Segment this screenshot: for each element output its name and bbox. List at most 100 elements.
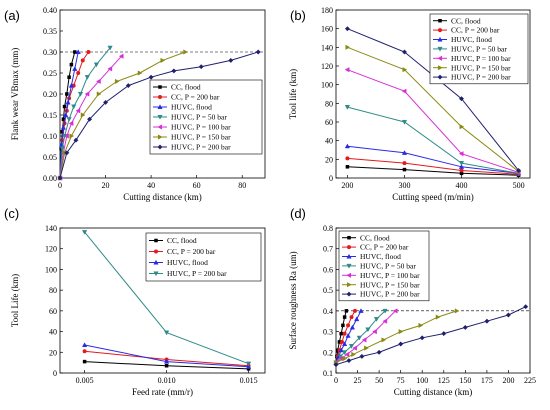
data-point xyxy=(80,58,85,63)
x-axis-title: Cutting distance (km) xyxy=(123,192,202,202)
x-tick-label: 0 xyxy=(334,376,338,385)
legend-box xyxy=(145,232,262,282)
data-point xyxy=(462,324,468,330)
data-point xyxy=(75,49,81,55)
data-point xyxy=(345,44,351,50)
data-point xyxy=(68,82,75,88)
series-line xyxy=(347,157,519,175)
data-point xyxy=(344,351,350,358)
legend-label: HUVC, P = 200 bar xyxy=(360,290,420,299)
legend-marker xyxy=(437,74,443,80)
data-point xyxy=(107,45,113,51)
panel-b: (b) 200 300 400 500 0 20 40 60 80 100 120 140 160 180 C… xyxy=(288,6,531,202)
y-tick-label: 0.7 xyxy=(323,245,333,254)
legend-marker xyxy=(346,253,352,259)
data-point xyxy=(82,359,87,364)
data-point xyxy=(373,317,380,322)
data-point xyxy=(454,308,460,314)
data-point xyxy=(402,167,407,172)
data-point xyxy=(484,318,490,324)
y-axis-title: Surface roughness Ra (um) xyxy=(288,251,298,349)
y-tick-label: 0 xyxy=(329,174,333,183)
data-point xyxy=(68,120,74,127)
y-axis-title: Tool Life (km) xyxy=(10,274,20,327)
data-point xyxy=(81,230,88,235)
data-point xyxy=(401,49,408,55)
panel-label: (d) xyxy=(290,206,306,221)
legend-label: CC, P = 200 bar xyxy=(167,247,216,256)
y-tick-label: 120 xyxy=(45,245,57,254)
legend-marker xyxy=(157,114,163,120)
y-tick-label: 0.8 xyxy=(323,224,333,233)
data-point xyxy=(63,112,69,118)
data-point xyxy=(344,105,351,110)
legend-marker xyxy=(157,134,163,140)
data-point xyxy=(72,66,78,71)
legend-label: HUVC, P = 100 bar xyxy=(451,54,511,63)
panel-label: (c) xyxy=(4,206,19,221)
y-tick-label: 0.3 xyxy=(323,328,333,337)
data-point xyxy=(361,337,367,343)
data-point xyxy=(341,350,348,356)
y-tick-label: 140 xyxy=(45,224,57,233)
y-tick-label: 0.00 xyxy=(43,174,57,183)
legend-label: HUVC, P = 150 bar xyxy=(451,63,511,72)
data-point xyxy=(364,345,369,351)
legend-marker xyxy=(437,65,443,71)
data-point xyxy=(107,66,113,72)
x-tick-label: 400 xyxy=(456,181,468,190)
legend-label: HUVC, P = 200 bar xyxy=(171,143,231,152)
legend-label: CC, flood xyxy=(167,236,197,245)
x-tick-label: 20 xyxy=(102,181,110,190)
data-point xyxy=(359,353,365,359)
y-tick-label: 0.6 xyxy=(323,265,333,274)
legend-label: HUVC, P = 200 bar xyxy=(167,269,227,278)
y-tick-label: 100 xyxy=(321,81,333,90)
legend-marker xyxy=(157,124,163,130)
data-point xyxy=(341,323,345,328)
data-point xyxy=(255,49,261,55)
data-point xyxy=(75,108,81,114)
data-point xyxy=(441,331,447,337)
legend-marker xyxy=(347,235,351,240)
series-line xyxy=(59,51,79,179)
data-point xyxy=(228,57,234,63)
x-tick-label: 0 xyxy=(58,181,62,190)
legend-label: CC, P = 200 bar xyxy=(171,93,220,102)
data-point xyxy=(435,314,441,320)
data-point xyxy=(345,156,350,161)
data-point xyxy=(398,328,404,335)
legend-marker xyxy=(346,263,352,269)
data-point xyxy=(114,78,120,85)
data-point xyxy=(459,171,464,176)
x-tick-label: 40 xyxy=(147,181,155,190)
legend-label: HUVC, flood xyxy=(167,258,208,267)
data-point xyxy=(81,342,88,348)
data-point xyxy=(148,74,154,80)
plot-frame xyxy=(59,227,266,374)
data-point xyxy=(349,324,356,330)
plot-frame xyxy=(335,9,531,179)
data-point xyxy=(401,119,408,125)
data-point xyxy=(523,304,529,310)
y-tick-label: 100 xyxy=(45,265,57,274)
y-axis-title: Tool life (km) xyxy=(288,69,298,119)
y-tick-label: 0.15 xyxy=(43,111,57,120)
x-tick-label: 50 xyxy=(375,376,383,385)
y-tick-label: 60 xyxy=(325,118,333,127)
data-point xyxy=(137,70,143,76)
y-tick-label: 20 xyxy=(325,155,333,164)
data-point xyxy=(95,78,101,85)
data-point xyxy=(333,362,339,368)
legend-marker xyxy=(438,28,442,33)
data-point xyxy=(340,339,345,344)
y-tick-label: 0.20 xyxy=(43,90,57,99)
data-point xyxy=(93,62,100,68)
y-tick-label: 0.25 xyxy=(43,69,57,78)
legend-label: CC, P = 200 bar xyxy=(360,243,409,252)
data-point xyxy=(82,349,87,354)
data-point xyxy=(402,161,407,166)
data-point xyxy=(342,331,347,336)
data-point xyxy=(401,88,407,94)
data-point xyxy=(341,341,348,347)
